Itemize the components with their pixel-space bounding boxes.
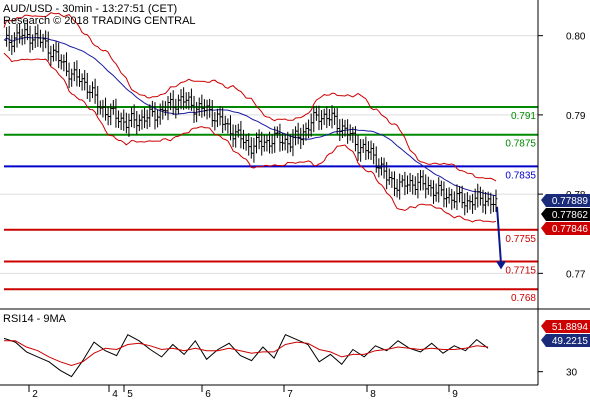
time-tick-label: 4 <box>112 389 118 400</box>
level-label-support: 0.7715 <box>505 265 536 276</box>
chart-copyright: Research © 2018 TRADING CENTRAL <box>3 15 196 27</box>
projection-arrow-shaft <box>496 206 502 264</box>
projection-arrow-head <box>496 261 506 270</box>
price-tag-label: 0.77862 <box>552 210 589 221</box>
rsi-tag-label: 51.8894 <box>552 322 589 333</box>
time-tick-label: 5 <box>127 389 133 400</box>
price-tag-box <box>546 208 590 221</box>
time-tick-label: 2 <box>32 389 38 400</box>
rsi-tick-label: 30 <box>566 368 578 379</box>
time-tick-label: 6 <box>205 389 211 400</box>
price-tag-pointer <box>541 194 546 207</box>
price-tag-pointer <box>541 208 546 221</box>
rsi-tag-label: 49.2215 <box>552 336 589 347</box>
time-tick-label: 8 <box>370 389 376 400</box>
rsi-lines <box>3 334 489 378</box>
price-tag-label: 0.77846 <box>552 224 589 235</box>
price-levels: 0.791 0.7875 0.7835 0.7755 0.7715 0.768 <box>4 105 538 304</box>
price-tag-box <box>546 222 590 235</box>
level-label-support: 0.768 <box>511 293 536 304</box>
rsi-tag-box <box>546 334 590 347</box>
bollinger-lower-line <box>3 52 497 223</box>
chart-title: AUD/USD - 30min - 13:27:51 (CET) <box>3 3 177 15</box>
indicator-lines <box>3 12 506 270</box>
rsi-tag-pointer <box>541 320 546 333</box>
level-label-resistance: 0.791 <box>511 111 536 122</box>
level-label-resistance: 0.7875 <box>505 139 536 150</box>
candlesticks <box>5 20 498 216</box>
price-tag-pointer <box>541 222 546 235</box>
rsi-tag-box <box>546 320 590 333</box>
price-tick-label: 0.77 <box>566 269 586 280</box>
level-label-support: 0.7755 <box>505 234 536 245</box>
price-tag-label: 0.77889 <box>552 196 589 207</box>
time-tick-label: 9 <box>452 389 458 400</box>
price-tag-box <box>546 194 590 207</box>
bollinger-upper-line <box>3 12 497 182</box>
rsi-panel-label: RSI14 - 9MA <box>3 313 67 325</box>
moving-average-line <box>3 36 497 197</box>
level-label-pivot: 0.7835 <box>505 170 536 181</box>
rsi-ma-line <box>4 340 489 367</box>
rsi-line <box>3 334 489 378</box>
rsi-tag-pointer <box>541 334 546 347</box>
gridlines <box>0 35 538 274</box>
price-tags: 0.77889 0.77862 0.77846 51.8894 49.2215 <box>541 194 590 347</box>
price-tick-label: 0.79 <box>566 111 586 122</box>
time-tick-label: 7 <box>287 389 293 400</box>
price-tick-label: 0.80 <box>566 32 586 43</box>
